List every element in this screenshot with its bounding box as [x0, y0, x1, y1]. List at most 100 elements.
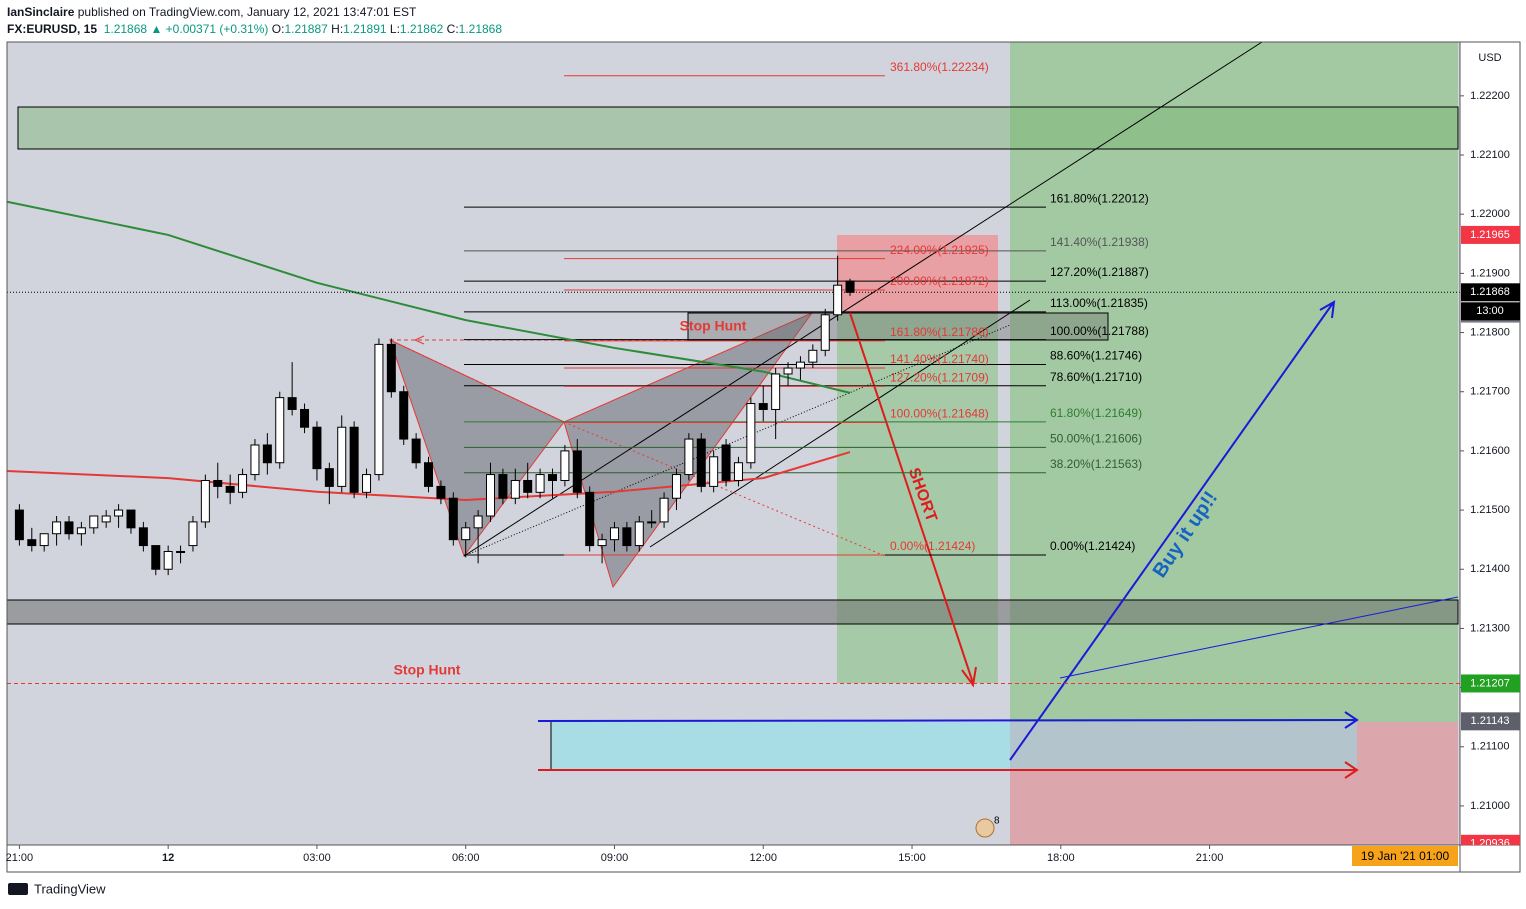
fib-label: 61.80%(1.21649) [1050, 406, 1142, 420]
candle-body [76, 527, 86, 535]
candle-body [312, 426, 322, 470]
moving-average [6, 451, 851, 502]
candle-body [498, 474, 508, 499]
candle-body [795, 361, 805, 369]
fib-label: 141.40%(1.21740) [890, 352, 989, 366]
fib-label: 127.20%(1.21887) [1050, 265, 1149, 279]
ohlc-label: L: [389, 22, 400, 36]
candle-body [39, 533, 49, 547]
arrow-head [413, 335, 425, 345]
ohlc-label: H: [331, 22, 344, 36]
candle-body [473, 515, 483, 529]
publish-line: IanSinclaire published on TradingView.co… [7, 4, 502, 21]
arrow-head [1319, 300, 1336, 319]
x-tick-label: 09:00 [601, 852, 629, 864]
header: IanSinclaire published on TradingView.co… [7, 4, 502, 38]
candle-body [696, 438, 706, 487]
logo-shape [8, 883, 28, 895]
candle-body [424, 462, 434, 487]
candle-body [486, 474, 496, 517]
x-tick-label: 12:00 [749, 852, 777, 864]
fib-label: 88.60%(1.21746) [1050, 349, 1142, 363]
candle-body [746, 403, 756, 464]
candle-body [374, 343, 384, 476]
candle-body [250, 444, 260, 476]
y-tick-label: 1.21700 [1470, 386, 1510, 398]
candle-body [238, 474, 248, 493]
x-tick-label: 12 [162, 852, 174, 864]
candle-body [151, 545, 161, 570]
candle-body [138, 527, 148, 547]
candle-body [287, 397, 297, 410]
price-tag-label: 1.21143 [1471, 715, 1510, 727]
candle-body [200, 479, 210, 523]
candle-body [337, 426, 347, 487]
candle-body [64, 521, 74, 535]
fib-label: 100.00%(1.21788) [1050, 324, 1149, 338]
event-icon[interactable] [975, 818, 995, 838]
fib-label: 100.00%(1.21648) [890, 407, 989, 421]
candle-body [362, 474, 372, 493]
candle-body [399, 391, 409, 440]
candle-body [721, 444, 731, 481]
legend-line: FX:EURUSD, 15 1.21868 ▲ +0.00371 (+0.31%… [7, 21, 502, 38]
candle-body [510, 479, 520, 499]
candle-body [27, 539, 37, 547]
short-loss-zone [837, 235, 998, 313]
candle-body [560, 450, 570, 481]
candle-body [213, 479, 223, 487]
countdown-tag [1461, 302, 1520, 321]
time-marker-box [1352, 846, 1458, 866]
candle-body [436, 485, 446, 499]
moving-average [6, 200, 851, 394]
event-badge: 8 [994, 816, 1000, 827]
demand-box [551, 722, 1010, 770]
x-tick-label: 21:00 [6, 852, 34, 864]
candle-body [647, 521, 657, 524]
price-tag [1461, 834, 1520, 845]
fib-label: 38.20%(1.21563) [1050, 457, 1142, 471]
ohlc-value: 1.21891 [343, 22, 387, 36]
candle-body [808, 349, 818, 363]
candle-body [758, 403, 768, 410]
fib-label: 78.60%(1.21710) [1050, 370, 1142, 384]
candle-body [634, 521, 644, 547]
brand-logo [8, 883, 28, 895]
last-price: 1.21868 [103, 22, 148, 36]
publish-info: published on TradingView.com, January 12… [77, 5, 417, 19]
price-tag-label: 1.21207 [1470, 677, 1510, 689]
candle-body [622, 527, 632, 547]
candle-body [609, 527, 619, 541]
fib-label: 0.00%(1.21424) [890, 539, 975, 553]
candle-body [671, 474, 681, 499]
y-tick-label: 1.21800 [1470, 326, 1510, 338]
candle-body [114, 509, 124, 517]
change-arrow: ▲ [150, 22, 163, 36]
ohlc-label: O: [271, 22, 285, 36]
ohlc-value: 1.21862 [399, 22, 444, 36]
candle-body [523, 479, 533, 493]
candle-body [225, 485, 235, 493]
candle-body [300, 408, 310, 428]
candle-body [771, 373, 781, 410]
candle-body [783, 367, 793, 375]
candle-body [547, 474, 557, 481]
fib-label: 127.20%(1.21709) [890, 371, 989, 385]
y-tick-label: 1.21500 [1470, 504, 1510, 516]
price-tag [1461, 674, 1520, 693]
candle-body [14, 509, 24, 541]
y-tick-label: 1.21600 [1470, 445, 1510, 457]
x-tick-label: 21:00 [1196, 852, 1224, 864]
candle-body [733, 462, 743, 481]
fib-label: 224.00%(1.21925) [890, 243, 989, 257]
candle-body [709, 456, 719, 487]
trend-line [463, 41, 1263, 557]
pattern-dotted [389, 339, 565, 423]
change: +0.00371 (+0.31%) [165, 22, 269, 36]
fib-label: 161.80%(1.21786) [890, 325, 989, 339]
ohlc-value: 1.21868 [458, 22, 503, 36]
price-tag [1461, 225, 1520, 244]
price-tag [1461, 712, 1520, 731]
price-tag-label: 1.21965 [1470, 229, 1510, 241]
